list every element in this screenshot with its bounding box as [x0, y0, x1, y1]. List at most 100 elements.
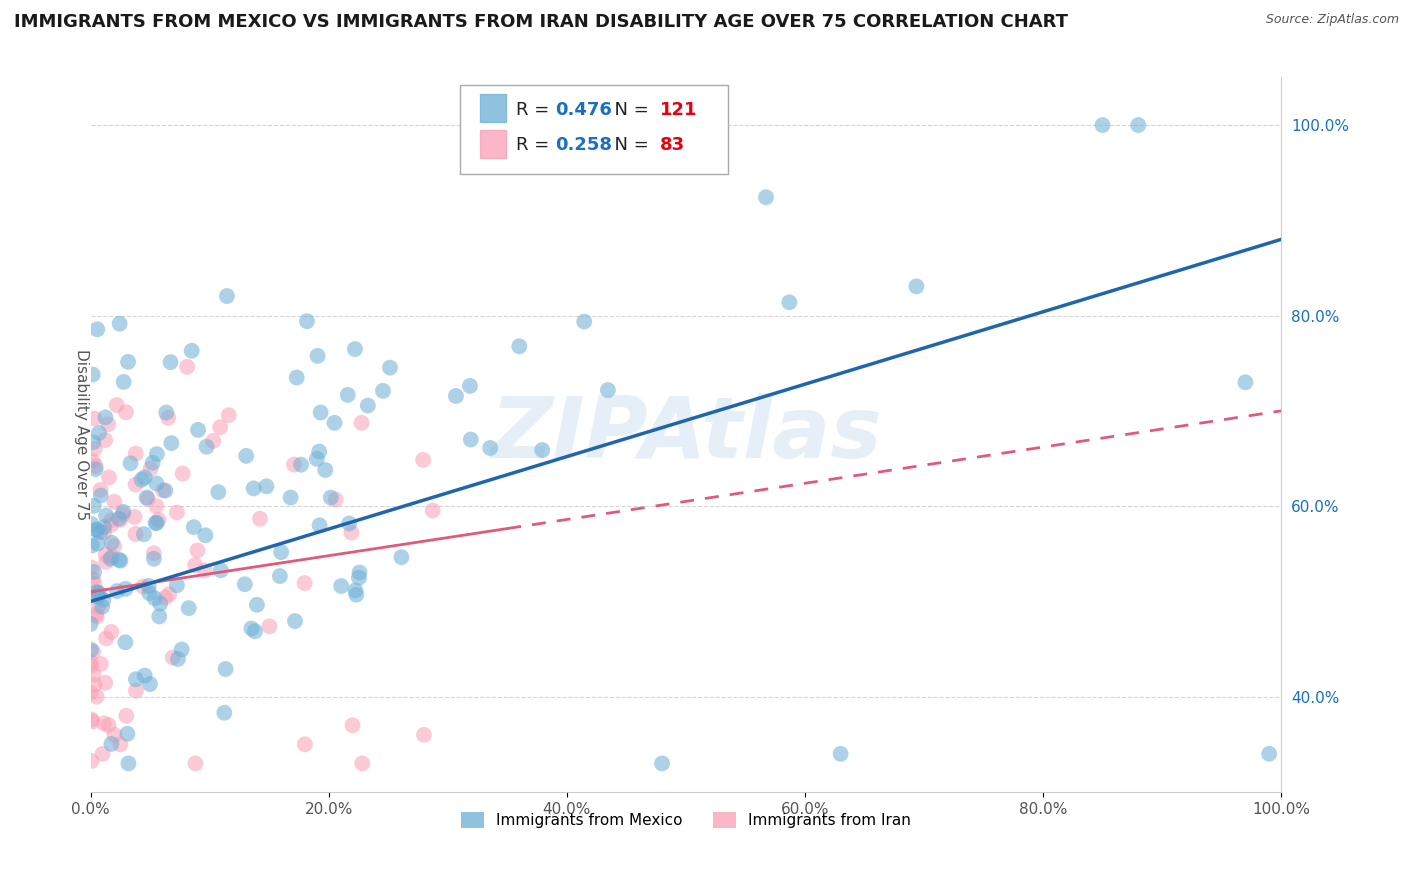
Point	[323, 416, 346, 430]
Point	[157, 587, 180, 601]
Point	[96, 508, 118, 523]
Point	[183, 520, 205, 534]
Point	[82, 435, 104, 450]
Point	[110, 554, 132, 568]
Point	[117, 727, 139, 741]
Point	[209, 563, 232, 577]
Point	[294, 737, 316, 751]
Point	[202, 434, 225, 448]
Point	[134, 668, 156, 682]
FancyBboxPatch shape	[460, 85, 727, 174]
Point	[336, 388, 359, 402]
Point	[215, 289, 238, 303]
Point	[91, 747, 114, 761]
Point	[294, 576, 316, 591]
Point	[132, 527, 155, 541]
Point	[114, 635, 136, 649]
Point	[148, 513, 170, 527]
Point	[108, 513, 131, 527]
Point	[444, 389, 467, 403]
Text: R =: R =	[516, 136, 554, 154]
Point	[148, 609, 170, 624]
Point	[166, 506, 188, 520]
Point	[124, 527, 146, 541]
Point	[905, 279, 928, 293]
Point	[285, 370, 308, 384]
Point	[112, 507, 135, 521]
Point	[91, 599, 114, 614]
Point	[218, 408, 240, 422]
Point	[340, 525, 363, 540]
Point	[207, 485, 229, 500]
Point	[80, 538, 103, 552]
Point	[83, 678, 105, 692]
Point	[347, 571, 370, 585]
Point	[124, 477, 146, 491]
Point	[176, 359, 198, 374]
Point	[125, 446, 148, 460]
Point	[145, 516, 167, 530]
Point	[80, 642, 103, 657]
Point	[162, 650, 184, 665]
Point	[344, 583, 367, 598]
Point	[325, 492, 347, 507]
Point	[86, 585, 108, 599]
Point	[319, 491, 342, 505]
Point	[94, 548, 117, 562]
Point	[422, 503, 444, 517]
Point	[479, 441, 502, 455]
Point	[307, 349, 329, 363]
Point	[83, 565, 105, 579]
Point	[209, 420, 232, 434]
Point	[91, 592, 114, 607]
Point	[98, 470, 121, 484]
Point	[83, 411, 105, 425]
Point	[136, 491, 159, 506]
Point	[120, 456, 142, 470]
Point	[103, 495, 125, 509]
Point	[83, 499, 105, 513]
Point	[186, 543, 208, 558]
Point	[87, 425, 110, 440]
Point	[87, 585, 110, 599]
Point	[131, 473, 153, 487]
Point	[80, 517, 103, 532]
Point	[159, 355, 181, 369]
Point	[82, 572, 104, 586]
Point	[295, 314, 318, 328]
Point	[94, 410, 117, 425]
Point	[155, 405, 177, 419]
Point	[100, 624, 122, 639]
Point	[135, 491, 157, 505]
Point	[172, 467, 194, 481]
Point	[460, 433, 482, 447]
Point	[290, 458, 312, 472]
Point	[139, 677, 162, 691]
Point	[100, 513, 122, 527]
Point	[93, 525, 115, 540]
Text: N =: N =	[603, 101, 654, 119]
Point	[100, 551, 122, 566]
Point	[108, 553, 131, 567]
Point	[153, 591, 176, 605]
Point	[830, 747, 852, 761]
Point	[184, 558, 207, 572]
Point	[342, 718, 364, 732]
Point	[308, 518, 330, 533]
Point	[114, 582, 136, 596]
Text: 0.258: 0.258	[555, 136, 612, 154]
Point	[344, 588, 367, 602]
Point	[93, 520, 115, 534]
Point	[142, 456, 165, 470]
Point	[86, 322, 108, 336]
Text: 83: 83	[659, 136, 685, 154]
Point	[86, 609, 108, 624]
Point	[80, 754, 103, 768]
Point	[651, 756, 673, 771]
Point	[214, 662, 236, 676]
Point	[112, 505, 135, 519]
Text: N =: N =	[603, 136, 654, 154]
Point	[184, 756, 207, 771]
Point	[90, 657, 112, 671]
Point	[352, 756, 374, 771]
